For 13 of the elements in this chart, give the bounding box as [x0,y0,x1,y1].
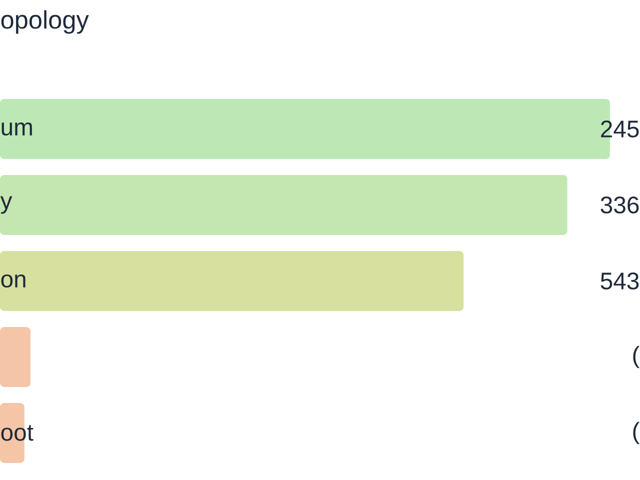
annotation: 543 [600,272,639,290]
y-tick-label: oot [1,425,34,441]
chart-title: opology [1,10,89,34]
bar [0,175,568,236]
y-tick-label: on [1,274,26,288]
y-tick-label: um [2,122,32,136]
annotation: 336 [600,196,639,214]
annotation: 245 [601,120,639,138]
y-tick-label: y [0,196,12,214]
text: ( [633,422,640,444]
bar [0,251,464,311]
bar [0,326,31,387]
text: ( [633,346,640,368]
